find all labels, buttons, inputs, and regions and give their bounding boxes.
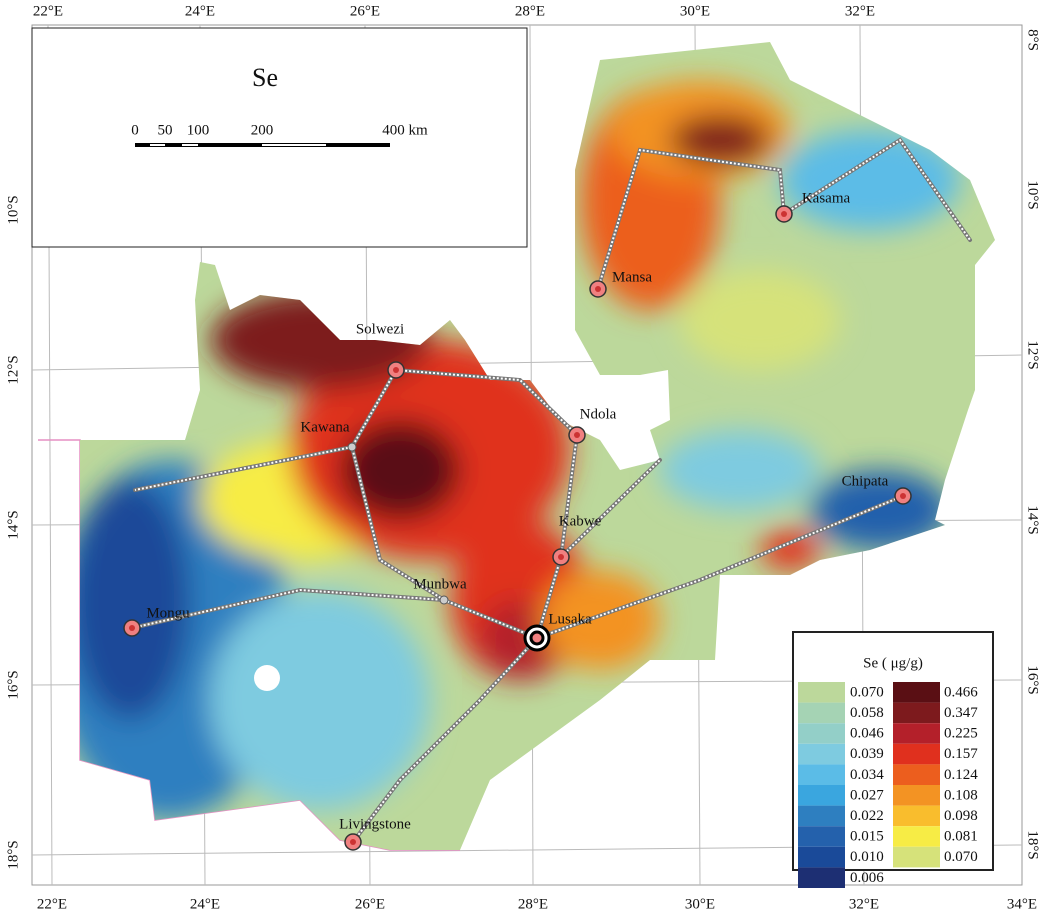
lon-label: 32°E [849, 896, 879, 912]
city-label: Kasama [802, 190, 851, 206]
legend-label: 0.070 [944, 849, 978, 865]
legend-swatch [798, 826, 845, 847]
lon-label: 30°E [680, 3, 710, 19]
legend-swatch [893, 846, 940, 868]
town-marker [439, 595, 449, 605]
lon-label: 28°E [518, 896, 548, 912]
scale-label: 400 km [382, 122, 428, 138]
scale-bar [135, 143, 390, 147]
inset-box [31, 27, 528, 248]
city-label: Kabwe [559, 513, 602, 529]
legend-label: 0.046 [850, 726, 884, 742]
lat-label: 12°S [1025, 340, 1041, 369]
legend-label: 0.108 [944, 787, 978, 803]
legend: Se ( μg/g) 0.070 0.058 0.046 0.039 0.034 0.02… [792, 631, 994, 888]
legend-label: 0.347 [944, 705, 978, 721]
city-marker-dot [350, 839, 356, 845]
city-label: Ndola [580, 406, 617, 422]
lat-label: 14°S [1025, 505, 1041, 534]
legend-label: 0.098 [944, 808, 978, 824]
lon-label: 22°E [33, 3, 63, 19]
frame [31, 24, 1023, 886]
cities: Solwezi Kawana Ndola Mansa Kasama Chipata Kabw… [123, 190, 912, 851]
town-marker [347, 442, 357, 452]
lat-label: 10°S [5, 195, 21, 224]
city-label: Solwezi [356, 321, 404, 337]
legend-swatch [893, 682, 940, 703]
legend-label: 0.039 [850, 746, 884, 762]
scale-label: 100 [187, 122, 210, 138]
city-marker-dot [900, 493, 906, 499]
lat-label: 16°S [1025, 665, 1041, 694]
legend-swatch [893, 764, 940, 785]
legend-label: 0.010 [850, 849, 884, 865]
city-label: Mansa [612, 269, 652, 285]
legend-swatch [798, 785, 845, 806]
legend-label: 0.124 [944, 767, 978, 783]
lat-label: 8°S [1025, 29, 1041, 51]
legend-swatch [798, 867, 845, 888]
city-marker-dot [574, 432, 580, 438]
city-marker-dot [393, 367, 399, 373]
city-label: Chipata [842, 473, 889, 489]
lon-label: 32°E [845, 3, 875, 19]
legend-swatch [798, 764, 845, 785]
lon-label: 34°E [1007, 896, 1037, 912]
capital-marker [529, 630, 545, 646]
city-marker-dot [129, 625, 135, 631]
lon-label: 28°E [515, 3, 545, 19]
scale-label: 200 [251, 122, 274, 138]
lon-label: 24°E [190, 896, 220, 912]
legend-label: 0.081 [944, 829, 978, 845]
lat-label: 14°S [5, 510, 21, 539]
scale-label: 0 [131, 122, 139, 138]
lat-label: 16°S [5, 670, 21, 699]
legend-swatch [798, 846, 845, 868]
legend-swatch [798, 702, 845, 724]
legend-label: 0.058 [850, 705, 884, 721]
legend-label: 0.034 [850, 767, 884, 783]
legend-swatch [893, 723, 940, 744]
legend-label: 0.225 [944, 726, 978, 742]
legend-title: Se ( μg/g) [863, 655, 923, 671]
legend-label: 0.015 [850, 829, 884, 845]
legend-swatch [798, 743, 845, 765]
lat-label: 18°S [1025, 830, 1041, 859]
scale-label: 50 [158, 122, 173, 138]
lon-label: 22°E [37, 896, 67, 912]
legend-swatch [893, 702, 940, 724]
legend-swatch [798, 723, 845, 744]
legend-label: 0.027 [850, 787, 884, 803]
city-marker-dot [558, 554, 564, 560]
lon-label: 26°E [350, 3, 380, 19]
lat-label: 10°S [1025, 180, 1041, 209]
city-marker-dot [595, 286, 601, 292]
city-label: Munbwa [413, 576, 467, 592]
legend-swatch [798, 805, 845, 827]
legend-label: 0.157 [944, 746, 978, 762]
legend-swatch [893, 785, 940, 806]
legend-label: 0.466 [944, 684, 978, 700]
lon-label: 30°E [685, 896, 715, 912]
legend-swatch [893, 826, 940, 847]
city-label: Mongu [146, 605, 190, 621]
lon-label: 26°E [355, 896, 385, 912]
legend-swatch [798, 682, 845, 703]
city-marker-dot [781, 211, 787, 217]
city-label: Kawana [300, 419, 349, 435]
city-label: Lusaka [548, 611, 592, 627]
lat-label: 18°S [5, 840, 21, 869]
legend-swatch [893, 743, 940, 765]
city-label: Livingstone [339, 816, 411, 832]
legend-label: 0.006 [850, 870, 884, 886]
legend-swatch [893, 805, 940, 827]
lat-label: 12°S [5, 355, 21, 384]
lon-label: 24°E [185, 3, 215, 19]
legend-label: 0.022 [850, 808, 884, 824]
map-title: Se [252, 63, 278, 92]
legend-label: 0.070 [850, 684, 884, 700]
